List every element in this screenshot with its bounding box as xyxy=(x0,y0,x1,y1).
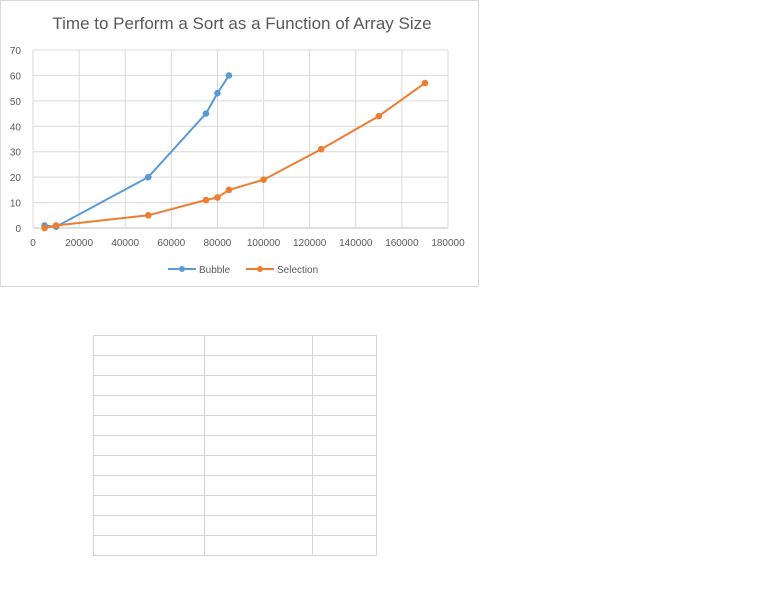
sheet-row xyxy=(93,475,377,496)
data-point[interactable] xyxy=(144,173,152,181)
data-point[interactable] xyxy=(375,112,383,120)
legend-entry[interactable]: Bubble xyxy=(168,265,231,276)
legend-entry[interactable]: Selection xyxy=(246,265,318,276)
sheet-cell[interactable] xyxy=(312,375,377,396)
legend-marker xyxy=(257,266,263,272)
sheet-cell[interactable] xyxy=(312,395,377,416)
sheet-row xyxy=(93,375,377,396)
y-tick-label: 40 xyxy=(10,122,22,133)
y-tick-label: 10 xyxy=(10,199,22,210)
sheet-cell[interactable] xyxy=(93,355,205,376)
data-point[interactable] xyxy=(214,194,221,201)
x-tick-label: 120000 xyxy=(293,238,327,249)
legend-marker xyxy=(179,266,185,272)
sheet-row xyxy=(93,435,377,456)
data-point[interactable] xyxy=(214,89,221,97)
series-bubble xyxy=(41,72,233,231)
gridlines xyxy=(32,49,449,229)
sheet-row xyxy=(93,415,377,436)
chart-area[interactable]: Time to Perform a Sort as a Function of … xyxy=(0,0,479,287)
sheet-cell[interactable] xyxy=(312,415,377,436)
series-line xyxy=(44,74,230,228)
data-point[interactable] xyxy=(41,224,48,232)
y-tick-label: 0 xyxy=(15,224,21,235)
y-tick-label: 30 xyxy=(10,148,22,159)
sheet-cell[interactable] xyxy=(93,495,205,516)
axes: 0 10 20 30 40 50 60 70 0 20000 40000 60000 80000 1000… xyxy=(10,46,465,249)
legend-label: Bubble xyxy=(199,265,231,276)
sheet-row xyxy=(93,395,377,416)
x-tick-label: 0 xyxy=(30,238,36,249)
sheet-cell[interactable] xyxy=(204,435,313,456)
sheet-cell[interactable] xyxy=(204,335,313,356)
data-point[interactable] xyxy=(317,145,325,153)
data-point[interactable] xyxy=(225,72,233,79)
sheet-cell[interactable] xyxy=(312,515,377,536)
sheet-cell[interactable] xyxy=(93,455,205,476)
sheet-cell[interactable] xyxy=(204,475,313,496)
sheet-row xyxy=(93,335,377,356)
y-tick-label: 20 xyxy=(10,173,22,184)
legend-label: Selection xyxy=(277,265,318,276)
sheet-cell[interactable] xyxy=(93,435,205,456)
series-line xyxy=(44,82,426,229)
data-point[interactable] xyxy=(144,211,152,219)
sheet-cell[interactable] xyxy=(204,355,313,376)
sheet-cell[interactable] xyxy=(204,395,313,416)
y-tick-label: 50 xyxy=(10,97,22,108)
x-tick-label: 40000 xyxy=(111,238,139,249)
sheet-cell[interactable] xyxy=(93,475,205,496)
data-point[interactable] xyxy=(260,176,267,183)
sheet-row xyxy=(93,495,377,516)
line-chart: Time to Perform a Sort as a Function of … xyxy=(10,14,465,276)
sheet-cell[interactable] xyxy=(204,415,313,436)
spreadsheet-grid xyxy=(93,335,377,556)
x-tick-label: 180000 xyxy=(431,238,465,249)
x-tick-label: 20000 xyxy=(65,238,93,249)
sheet-cell[interactable] xyxy=(204,515,313,536)
sheet-cell[interactable] xyxy=(93,335,205,356)
data-point[interactable] xyxy=(225,186,233,194)
data-point[interactable] xyxy=(421,79,429,87)
series-group xyxy=(41,72,429,232)
x-tick-label: 60000 xyxy=(157,238,185,249)
legend: Bubble Selection xyxy=(168,265,318,276)
x-tick-label: 100000 xyxy=(247,238,281,249)
data-point[interactable] xyxy=(52,222,60,229)
series-selection xyxy=(41,79,429,232)
sheet-cell[interactable] xyxy=(312,335,377,356)
data-point[interactable] xyxy=(202,196,210,204)
sheet-cell[interactable] xyxy=(204,535,313,556)
data-point[interactable] xyxy=(202,110,210,117)
sheet-row xyxy=(93,515,377,536)
sheet-row xyxy=(93,455,377,476)
sheet-cell[interactable] xyxy=(204,495,313,516)
sheet-cell[interactable] xyxy=(312,475,377,496)
x-tick-label: 140000 xyxy=(339,238,373,249)
sheet-cell[interactable] xyxy=(312,355,377,376)
sheet-cell[interactable] xyxy=(204,455,313,476)
sheet-cell[interactable] xyxy=(312,455,377,476)
sheet-cell[interactable] xyxy=(312,435,377,456)
sheet-cell[interactable] xyxy=(312,495,377,516)
sheet-cell[interactable] xyxy=(93,415,205,436)
x-tick-label: 80000 xyxy=(204,238,232,249)
sheet-row xyxy=(93,535,377,556)
sheet-cell[interactable] xyxy=(204,375,313,396)
sheet-cell[interactable] xyxy=(93,395,205,416)
sheet-cell[interactable] xyxy=(93,515,205,536)
chart-title: Time to Perform a Sort as a Function of … xyxy=(52,14,431,33)
sheet-cell[interactable] xyxy=(312,535,377,556)
x-tick-label: 160000 xyxy=(385,238,419,249)
y-tick-label: 60 xyxy=(10,71,22,82)
sheet-row xyxy=(93,355,377,376)
sheet-cell[interactable] xyxy=(93,375,205,396)
y-tick-label: 70 xyxy=(10,46,22,57)
sheet-cell[interactable] xyxy=(93,535,205,556)
